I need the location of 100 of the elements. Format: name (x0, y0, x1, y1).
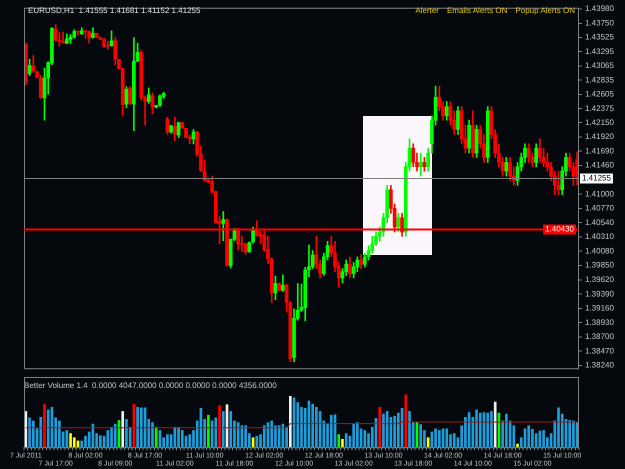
bar (76, 440, 80, 448)
y-tick-label: 1.40770 (585, 204, 614, 213)
bar (445, 428, 448, 448)
y-tick-label: 1.38700 (585, 332, 614, 342)
bar (229, 411, 232, 448)
bar (494, 402, 497, 448)
bar (132, 404, 136, 448)
bar (210, 420, 214, 448)
bar (538, 430, 542, 448)
y-tick-label: 1.39390 (585, 289, 614, 298)
y-tick-label: 1.39620 (585, 274, 614, 284)
y-tick-label: 1.43065 (585, 61, 614, 70)
bar (442, 428, 444, 448)
bar (43, 404, 46, 448)
bar (266, 422, 270, 448)
y-tick-label: 1.41920 (585, 132, 614, 142)
bar (118, 420, 120, 448)
bar (50, 406, 54, 448)
y-tick-label: 1.40540 (585, 218, 614, 227)
bar (419, 424, 422, 448)
bar (486, 412, 490, 448)
bar (498, 412, 500, 448)
bar (542, 430, 545, 448)
y-tick-label: 1.38240 (585, 360, 614, 370)
bar (200, 408, 202, 448)
bar (99, 435, 102, 448)
ref-line-label: 1.40430 (545, 224, 575, 234)
bar (315, 406, 318, 448)
bar (468, 412, 470, 448)
bar (534, 433, 538, 448)
bar (430, 432, 434, 448)
annotation: Popup Alerts ON (515, 6, 575, 15)
bar (270, 420, 274, 448)
y-tick-label: 1.43980 (585, 4, 614, 14)
bar (408, 411, 411, 448)
bar (125, 419, 128, 448)
y-tick-label: 1.39850 (585, 260, 614, 270)
bar (84, 436, 87, 448)
bar (69, 433, 72, 448)
bar (344, 433, 348, 448)
bar (452, 433, 456, 448)
bar (226, 404, 228, 448)
y-tick-label: 1.38930 (585, 318, 614, 327)
bar (531, 429, 534, 448)
bar (363, 430, 366, 448)
bar (140, 407, 143, 448)
bar (144, 407, 146, 448)
y-tick-label: 1.43295 (585, 46, 614, 56)
bar (39, 416, 42, 448)
bar (393, 416, 396, 448)
bar (400, 408, 404, 448)
bar (568, 420, 572, 448)
bar (151, 422, 154, 448)
bar (482, 412, 486, 448)
bar (330, 414, 333, 448)
y-tick-label: 1.43750 (585, 18, 614, 28)
chart-title: EURUSD,H1 1.41555 1.41681 1.41152 1.41255 (28, 6, 200, 15)
bar (416, 422, 418, 448)
ref-line-label: 1.41255 (582, 174, 612, 183)
bar (158, 430, 162, 448)
bar (311, 404, 314, 448)
y-tick-label: 1.41690 (585, 146, 614, 156)
bar (222, 411, 225, 448)
bar (188, 434, 192, 448)
bar (374, 418, 378, 448)
bar (426, 437, 430, 448)
bar (308, 400, 310, 448)
y-tick-label: 1.40310 (585, 232, 614, 242)
bar (218, 405, 221, 448)
bar (378, 406, 382, 448)
bar (382, 414, 385, 448)
bar (292, 398, 296, 448)
bar (110, 426, 113, 448)
y-tick-label: 1.43525 (585, 32, 614, 42)
y-tick-label: 1.38470 (585, 346, 614, 356)
bar (516, 444, 519, 448)
bar (337, 434, 340, 448)
bar (66, 430, 68, 448)
y-tick-label: 1.41000 (585, 189, 614, 198)
bar (58, 420, 61, 448)
bar (252, 437, 254, 448)
bar (121, 411, 124, 448)
bar (572, 420, 575, 448)
y-tick-label: 1.42375 (585, 104, 614, 113)
y-tick-label: 1.42150 (585, 118, 614, 127)
bar (356, 422, 359, 448)
bar (478, 412, 482, 448)
bar (236, 422, 240, 448)
bar (341, 438, 344, 448)
bar (318, 411, 322, 448)
y-tick-label: 1.40080 (585, 246, 614, 256)
bar (255, 436, 258, 448)
bar (434, 428, 437, 448)
bar (288, 396, 292, 448)
y-tick-label: 1.42835 (585, 75, 614, 84)
bar (352, 424, 355, 448)
y-tick-label: 1.39160 (585, 304, 614, 313)
bar (438, 430, 441, 448)
bar (557, 407, 560, 448)
bar (46, 410, 50, 448)
